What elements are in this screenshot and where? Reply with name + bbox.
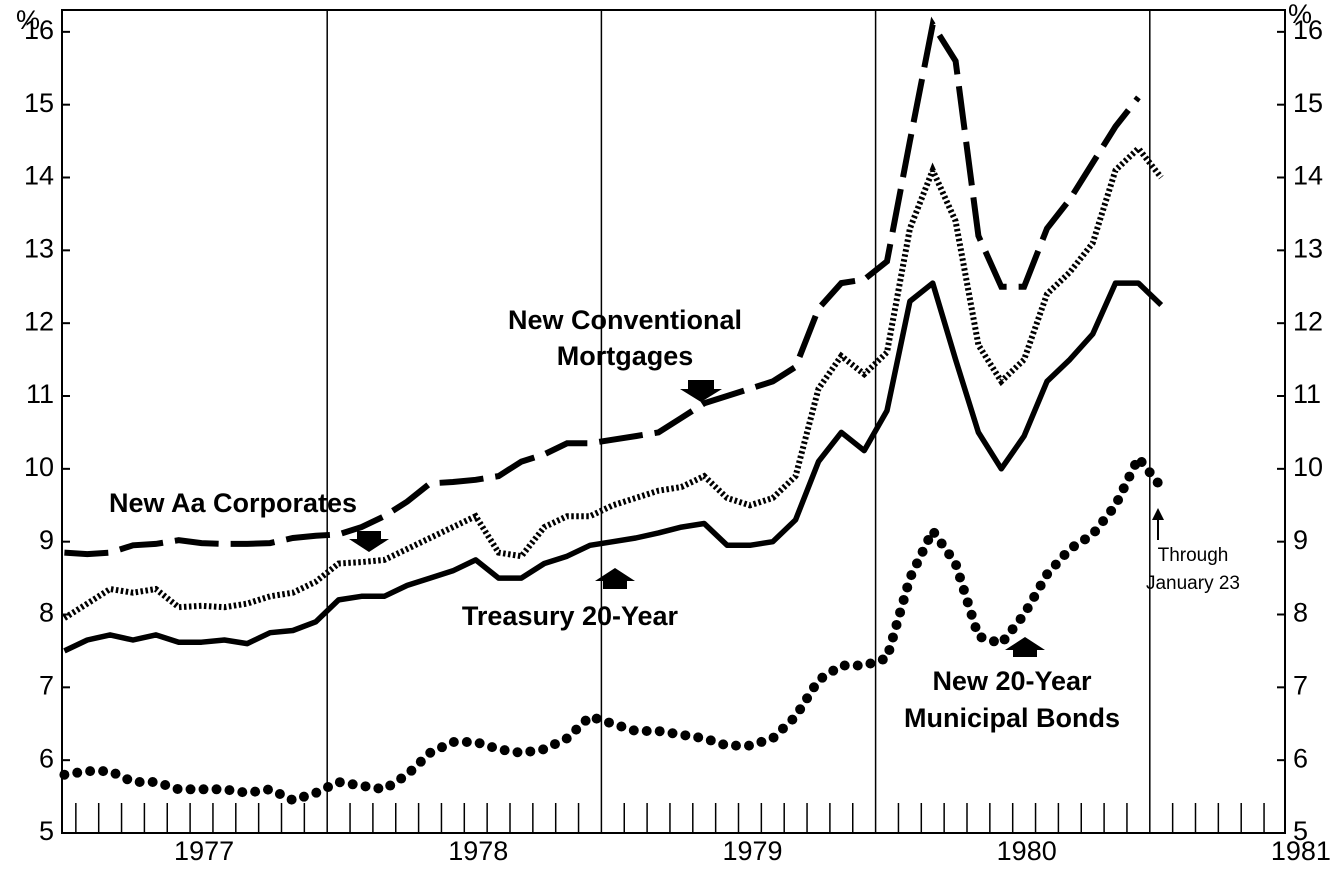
plot-frame xyxy=(61,9,1286,834)
series-line xyxy=(64,16,1141,558)
series-line xyxy=(59,448,1167,806)
y2-tick-label: 15 xyxy=(1293,88,1323,118)
y-tick-label: 6 xyxy=(39,743,54,773)
x-tick-label: 1981 xyxy=(1271,836,1330,866)
y2-tick-label: 9 xyxy=(1293,525,1308,555)
x-tick-label: 1979 xyxy=(722,836,782,866)
arrow-head xyxy=(1152,508,1164,520)
y-tick-label: 11 xyxy=(26,379,54,409)
y2-tick-label: 14 xyxy=(1293,161,1323,191)
y2-tick-label: 6 xyxy=(1293,743,1308,773)
y-axis-label: % xyxy=(16,5,40,35)
x-tick-label: 1978 xyxy=(448,836,508,866)
annotation: Treasury 20-Year xyxy=(462,601,679,631)
y2-tick-label: 16 xyxy=(1293,15,1323,45)
y2-tick-label: 12 xyxy=(1293,306,1323,336)
y2-tick-label: 5 xyxy=(1293,816,1308,846)
series-line xyxy=(62,143,1164,621)
arrow-up xyxy=(1005,637,1045,657)
y2-tick-label: 13 xyxy=(1293,233,1323,263)
y-tick-label: 8 xyxy=(39,598,54,628)
annotation: New Aa Corporates xyxy=(109,488,357,518)
y-tick-label: 9 xyxy=(39,525,54,555)
y-tick-label: 10 xyxy=(24,452,54,482)
series-line xyxy=(63,280,1164,654)
y-tick-label: 16 xyxy=(24,15,54,45)
y-tick-label: 5 xyxy=(39,816,54,846)
y2-tick-label: 10 xyxy=(1293,452,1323,482)
y2-tick-label: 7 xyxy=(1293,670,1308,700)
arrows xyxy=(349,380,1164,657)
annotation: Mortgages xyxy=(557,341,694,371)
annotation: Through xyxy=(1158,545,1229,566)
x-tick-label: 1980 xyxy=(997,836,1057,866)
y-tick-label: 14 xyxy=(24,161,54,191)
annotation: New Conventional xyxy=(508,305,742,335)
arrow-down xyxy=(349,531,389,552)
y-tick-label: 13 xyxy=(24,233,54,263)
arrow-up xyxy=(595,568,635,589)
y-tick-label: 12 xyxy=(24,306,54,336)
y-tick-label: 15 xyxy=(24,88,54,118)
y-tick-label: 7 xyxy=(39,670,54,700)
y2-tick-label: 8 xyxy=(1293,598,1308,628)
annotation: Municipal Bonds xyxy=(904,703,1120,733)
annotation: New 20-Year xyxy=(932,666,1092,696)
annotation: January 23 xyxy=(1146,573,1240,594)
x-tick-label: 1977 xyxy=(174,836,234,866)
arrow-down xyxy=(680,380,722,402)
y2-tick-label: 11 xyxy=(1293,379,1321,409)
y2-axis-label: % xyxy=(1288,0,1312,29)
